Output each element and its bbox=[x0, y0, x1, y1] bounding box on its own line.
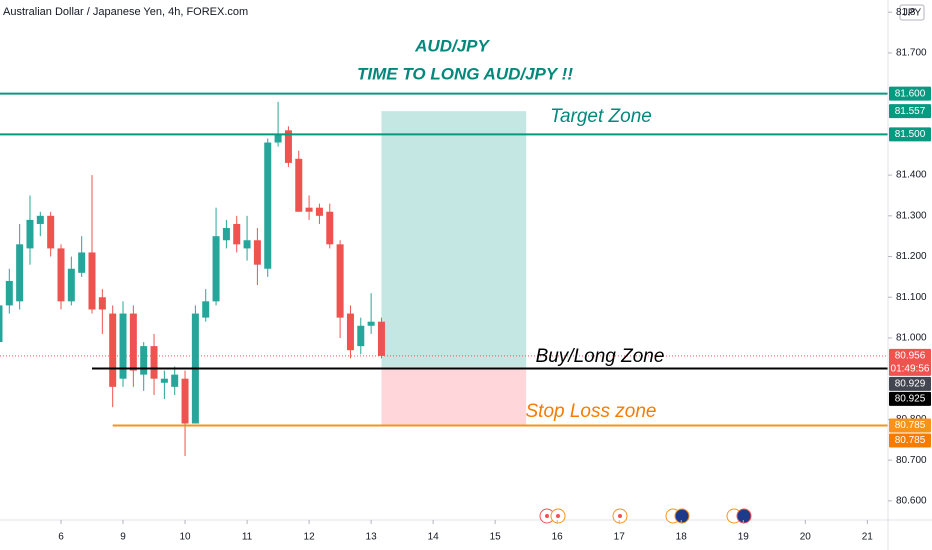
candle-body bbox=[181, 378, 189, 424]
x-tick-label: 18 bbox=[676, 532, 688, 543]
y-tick-label: 81.000 bbox=[896, 333, 927, 344]
price-badge bbox=[889, 348, 931, 376]
candle-body bbox=[16, 244, 24, 302]
currency-badge bbox=[899, 4, 925, 21]
x-tick-label: 15 bbox=[490, 532, 502, 543]
price-badge bbox=[889, 104, 931, 119]
candle-body bbox=[346, 313, 354, 351]
candle-body bbox=[202, 301, 210, 318]
candle-body bbox=[98, 297, 106, 310]
price-badge-label: 80.925 bbox=[895, 394, 926, 405]
price-badge-label: 80.785 bbox=[895, 420, 926, 431]
chart-title: AUD/JPY bbox=[414, 36, 490, 55]
candle-body bbox=[233, 223, 241, 245]
candle-body bbox=[274, 134, 282, 143]
candle-body bbox=[47, 215, 55, 249]
candle-body bbox=[315, 207, 323, 216]
price-badge-label: 81.557 bbox=[895, 106, 926, 117]
event-icon bbox=[618, 514, 622, 518]
event-icon bbox=[736, 508, 752, 524]
currency: JPY bbox=[903, 8, 922, 19]
candle-body bbox=[129, 313, 137, 371]
symbol-header: Australian Dollar / Japanese Yen, 4h, FO… bbox=[3, 6, 248, 18]
price-badge-label: 80.785 bbox=[895, 435, 926, 446]
candle-body bbox=[67, 268, 75, 302]
event-icon bbox=[674, 508, 690, 524]
plot bbox=[0, 92, 888, 457]
price-badge-label: 01:49:56 bbox=[891, 364, 930, 375]
price-badge bbox=[889, 391, 931, 406]
y-tick-label: 81.300 bbox=[896, 210, 927, 221]
x-tick-label: 20 bbox=[800, 532, 812, 543]
price-badge-label: 81.500 bbox=[895, 129, 926, 140]
chart-subtitle: TIME TO LONG AUD/JPY !! bbox=[357, 64, 573, 83]
candle-body bbox=[222, 228, 230, 241]
x-tick-label: 19 bbox=[738, 532, 750, 543]
target-zone bbox=[381, 111, 527, 367]
candle-body bbox=[78, 252, 86, 273]
x-tick-label: 11 bbox=[242, 532, 253, 543]
candle-body bbox=[305, 207, 313, 212]
candle-body bbox=[150, 346, 158, 379]
y-tick-label: 81.400 bbox=[896, 170, 927, 181]
candle-body bbox=[264, 142, 272, 269]
x-tick-label: 17 bbox=[614, 532, 626, 543]
candle-body bbox=[57, 248, 65, 302]
candle-body bbox=[119, 313, 127, 379]
x-tick-label: 16 bbox=[552, 532, 564, 543]
price-badge bbox=[889, 433, 931, 448]
y-tick-label: 81.8 bbox=[896, 7, 916, 18]
buy-zone-label: Buy/Long Zone bbox=[536, 346, 665, 367]
y-tick-label: 81.700 bbox=[896, 48, 927, 59]
candle-body bbox=[295, 158, 303, 212]
price-badge bbox=[889, 418, 931, 433]
x-tick-label: 12 bbox=[304, 532, 316, 543]
x-tick-label: 9 bbox=[120, 532, 126, 543]
event-icon bbox=[545, 514, 549, 518]
candle-body bbox=[253, 240, 261, 265]
candle-body bbox=[171, 374, 179, 387]
candle-body bbox=[160, 378, 168, 383]
target-zone-label: Target Zone bbox=[550, 106, 652, 127]
candle-body bbox=[357, 325, 365, 347]
candle-body bbox=[336, 244, 344, 318]
price-badge-label: 80.956 bbox=[895, 351, 926, 362]
candle-body bbox=[88, 252, 96, 310]
x-tick-label: 21 bbox=[862, 532, 874, 543]
event-icons bbox=[539, 508, 752, 524]
price-badge-label: 80.929 bbox=[895, 379, 926, 390]
price-badge bbox=[889, 376, 931, 391]
x-tick-label: 6 bbox=[58, 532, 64, 543]
stop-zone-label: Stop Loss zone bbox=[526, 401, 657, 422]
candle-body bbox=[0, 305, 3, 343]
stop-zone bbox=[381, 366, 527, 426]
candle-body bbox=[36, 215, 44, 224]
y-tick-label: 80.600 bbox=[896, 496, 927, 507]
candle-body bbox=[212, 236, 220, 302]
candle-body bbox=[326, 211, 334, 245]
price-badge bbox=[889, 86, 931, 101]
y-tick-label: 80.700 bbox=[896, 455, 927, 466]
x-tick-label: 13 bbox=[366, 532, 378, 543]
candle-body bbox=[26, 219, 34, 249]
candle-body bbox=[140, 346, 148, 375]
price-badge-label: 81.600 bbox=[895, 88, 926, 99]
x-tick-label: 14 bbox=[428, 532, 440, 543]
candle-body bbox=[284, 130, 292, 163]
x-tick-label: 10 bbox=[179, 532, 191, 543]
y-tick-label: 81.200 bbox=[896, 251, 927, 262]
event-icon bbox=[556, 514, 560, 518]
candle-body bbox=[5, 280, 13, 306]
candle-body bbox=[367, 321, 375, 326]
candle-body bbox=[377, 321, 385, 356]
price-badge bbox=[889, 127, 931, 142]
candle-body bbox=[109, 313, 117, 387]
candle-body bbox=[243, 240, 251, 249]
y-tick-label: 81.100 bbox=[896, 292, 927, 303]
